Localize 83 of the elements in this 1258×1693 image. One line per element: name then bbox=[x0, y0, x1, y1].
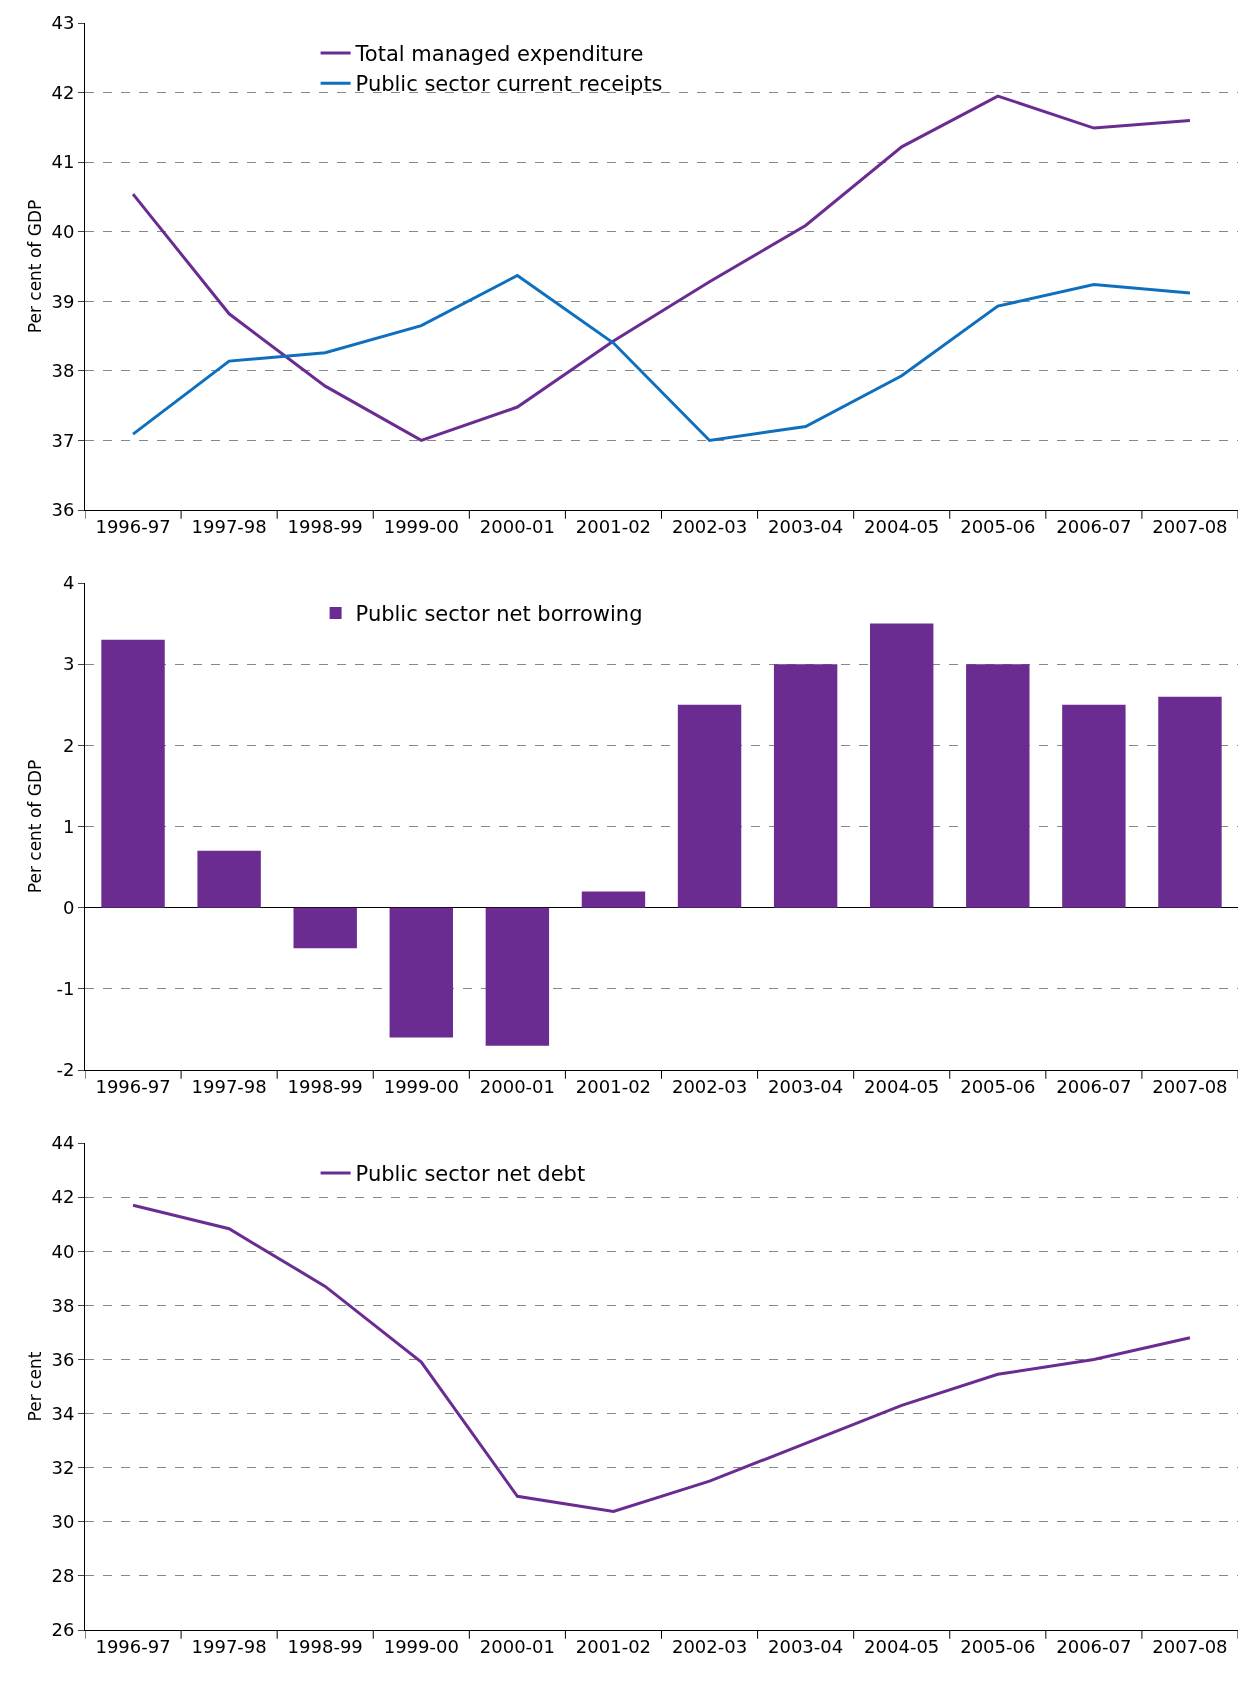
x-tick-label: 2005-06 bbox=[960, 1075, 1036, 1097]
x-tick-label: 1998-99 bbox=[287, 1635, 363, 1657]
x-tick-label: 2003-04 bbox=[768, 515, 844, 537]
y-tick-label: 1 bbox=[62, 815, 75, 837]
y-tick-label: 36 bbox=[51, 1348, 75, 1370]
y-tick-label: -2 bbox=[56, 1059, 75, 1081]
y-tick-label: 44 bbox=[51, 1132, 75, 1154]
y-axis-title: Per cent of GDP bbox=[25, 199, 45, 334]
x-tick-label: 2000-01 bbox=[479, 1635, 555, 1657]
x-tick-label: 1997-98 bbox=[191, 1075, 267, 1097]
x-tick-label: 2000-01 bbox=[479, 515, 555, 537]
x-tick-label: 1998-99 bbox=[287, 1075, 363, 1097]
y-tick-label: 43 bbox=[51, 12, 75, 34]
bar bbox=[1158, 696, 1222, 908]
x-tick-label: 2004-05 bbox=[864, 1635, 940, 1657]
legend-label: Public sector current receipts bbox=[355, 72, 663, 97]
x-tick-label: 2006-07 bbox=[1056, 1635, 1132, 1657]
x-tick-label: 1999-00 bbox=[383, 1635, 459, 1657]
x-tick-label: 2007-08 bbox=[1152, 515, 1228, 537]
bar bbox=[485, 907, 550, 1046]
y-tick-label: 40 bbox=[51, 1240, 75, 1262]
y-tick-label: 39 bbox=[51, 290, 75, 312]
x-tick-label: 1999-00 bbox=[383, 1075, 459, 1097]
legend-label: Total managed expenditure bbox=[354, 42, 644, 67]
y-tick-label: 30 bbox=[51, 1511, 75, 1533]
x-tick-label: 2001-02 bbox=[575, 515, 652, 537]
line-series bbox=[131, 274, 1192, 442]
x-tick-label: 2002-03 bbox=[671, 1075, 748, 1097]
x-tick-label: 2007-08 bbox=[1152, 1075, 1228, 1097]
y-tick-label: 34 bbox=[51, 1402, 75, 1424]
y-tick-label: 28 bbox=[51, 1565, 75, 1587]
legend-label: Public sector net borrowing bbox=[355, 602, 643, 627]
y-tick-label: 42 bbox=[51, 1186, 75, 1208]
line-series bbox=[131, 94, 1192, 442]
x-tick-label: 2001-02 bbox=[575, 1635, 652, 1657]
y-tick-label: 41 bbox=[51, 151, 75, 173]
x-tick-label: 1996-97 bbox=[95, 1635, 171, 1657]
y-axis-title: Per cent of GDP bbox=[25, 759, 45, 894]
y-tick-label: 40 bbox=[51, 221, 75, 243]
x-tick-label: 2004-05 bbox=[864, 515, 940, 537]
bar bbox=[197, 850, 261, 908]
x-tick-label: 1999-00 bbox=[383, 515, 459, 537]
x-tick-label: 2002-03 bbox=[671, 515, 748, 537]
y-tick-label: 42 bbox=[51, 81, 75, 103]
legend-label: Public sector net debt bbox=[355, 1162, 586, 1187]
y-tick-label: 4 bbox=[62, 572, 75, 594]
x-tick-label: 2006-07 bbox=[1056, 515, 1132, 537]
x-tick-label: 2005-06 bbox=[960, 515, 1036, 537]
bar bbox=[1062, 704, 1126, 908]
y-tick-label: -1 bbox=[56, 978, 75, 1000]
bar bbox=[677, 704, 742, 908]
x-tick-label: 2001-02 bbox=[575, 1075, 652, 1097]
x-tick-label: 2003-04 bbox=[768, 1075, 844, 1097]
y-axis-title: Per cent bbox=[25, 1351, 45, 1422]
y-tick-label: 26 bbox=[51, 1619, 75, 1641]
x-tick-label: 2007-08 bbox=[1152, 1635, 1228, 1657]
x-tick-label: 2005-06 bbox=[960, 1635, 1036, 1657]
bar bbox=[966, 664, 1030, 908]
x-tick-label: 2004-05 bbox=[864, 1075, 940, 1097]
y-tick-label: 38 bbox=[51, 360, 75, 382]
x-tick-label: 2000-01 bbox=[479, 1075, 555, 1097]
x-tick-label: 1996-97 bbox=[95, 1075, 171, 1097]
y-tick-label: 3 bbox=[62, 653, 75, 675]
x-tick-label: 1997-98 bbox=[191, 515, 267, 537]
x-tick-label: 2002-03 bbox=[671, 1635, 748, 1657]
y-tick-label: 38 bbox=[51, 1294, 75, 1316]
y-tick-label: 36 bbox=[51, 499, 75, 521]
bar bbox=[101, 639, 165, 908]
x-tick-label: 2003-04 bbox=[768, 1635, 844, 1657]
y-tick-label: 32 bbox=[51, 1456, 75, 1478]
bar bbox=[870, 623, 934, 908]
x-tick-label: 1996-97 bbox=[95, 515, 171, 537]
x-tick-label: 1997-98 bbox=[191, 1635, 267, 1657]
y-tick-label: 2 bbox=[62, 734, 75, 756]
x-tick-label: 1998-99 bbox=[287, 515, 363, 537]
bar bbox=[293, 907, 357, 949]
line-series bbox=[131, 1203, 1192, 1513]
bar bbox=[389, 907, 453, 1038]
bar bbox=[773, 664, 838, 908]
y-tick-label: 37 bbox=[51, 429, 75, 451]
bar bbox=[581, 891, 646, 908]
y-tick-label: 0 bbox=[62, 896, 75, 918]
x-tick-label: 2006-07 bbox=[1056, 1075, 1132, 1097]
